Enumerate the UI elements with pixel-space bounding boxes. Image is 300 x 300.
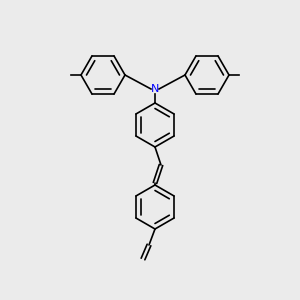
Text: N: N (151, 84, 159, 94)
